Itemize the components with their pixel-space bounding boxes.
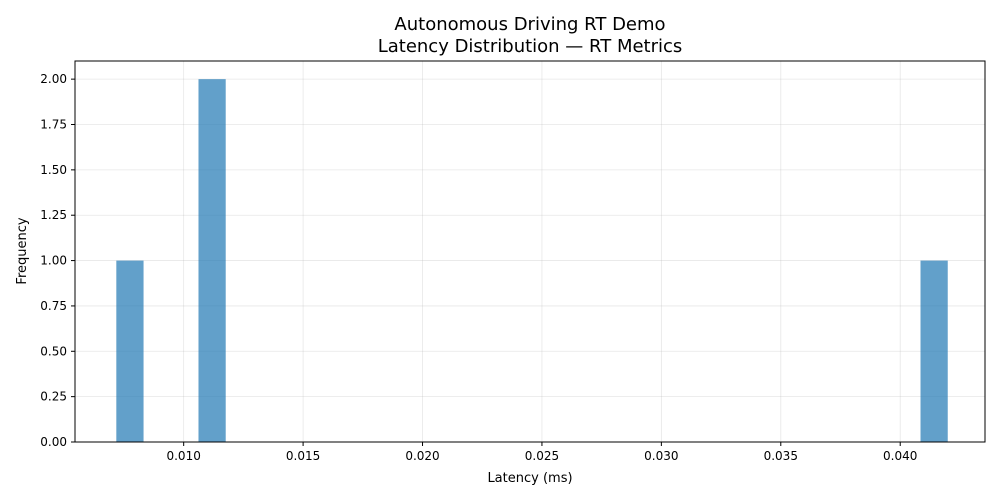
y-axis-ticks: 0.00 0.25 0.50 0.75 1.00 1.25 1.50 1.75 2.00 [40, 72, 75, 449]
bars [116, 79, 948, 443]
y-tick-label: 0.50 [40, 344, 67, 358]
x-tick-label: 0.030 [644, 449, 678, 463]
y-tick-label: 1.75 [40, 118, 67, 132]
y-tick-label: 2.00 [40, 72, 67, 86]
y-tick-label: 0.75 [40, 299, 67, 313]
grid-lines [75, 61, 985, 443]
x-axis-ticks: 0.010 0.015 0.020 0.025 0.030 0.035 0.040 [166, 442, 917, 463]
y-tick-label: 1.00 [40, 254, 67, 268]
y-tick-label: 1.50 [40, 163, 67, 177]
x-tick-label: 0.025 [525, 449, 559, 463]
y-tick-label: 0.25 [40, 390, 67, 404]
histogram-bar-2 [198, 79, 226, 443]
x-tick-label: 0.010 [166, 449, 200, 463]
x-tick-label: 0.020 [405, 449, 439, 463]
x-axis-label: Latency (ms) [487, 471, 572, 486]
x-tick-label: 0.035 [764, 449, 798, 463]
x-tick-label: 0.040 [883, 449, 917, 463]
histogram-bar-1 [116, 260, 144, 442]
chart-title-line1: Autonomous Driving RT Demo [394, 14, 665, 35]
chart-title-line2: Latency Distribution — RT Metrics [378, 36, 683, 57]
y-tick-label: 0.00 [40, 435, 67, 449]
histogram-bar-3 [920, 260, 948, 442]
plot-frame [74, 60, 986, 443]
y-tick-label: 1.25 [40, 208, 67, 222]
y-axis-label: Frequency [15, 217, 30, 284]
x-tick-label: 0.015 [286, 449, 320, 463]
